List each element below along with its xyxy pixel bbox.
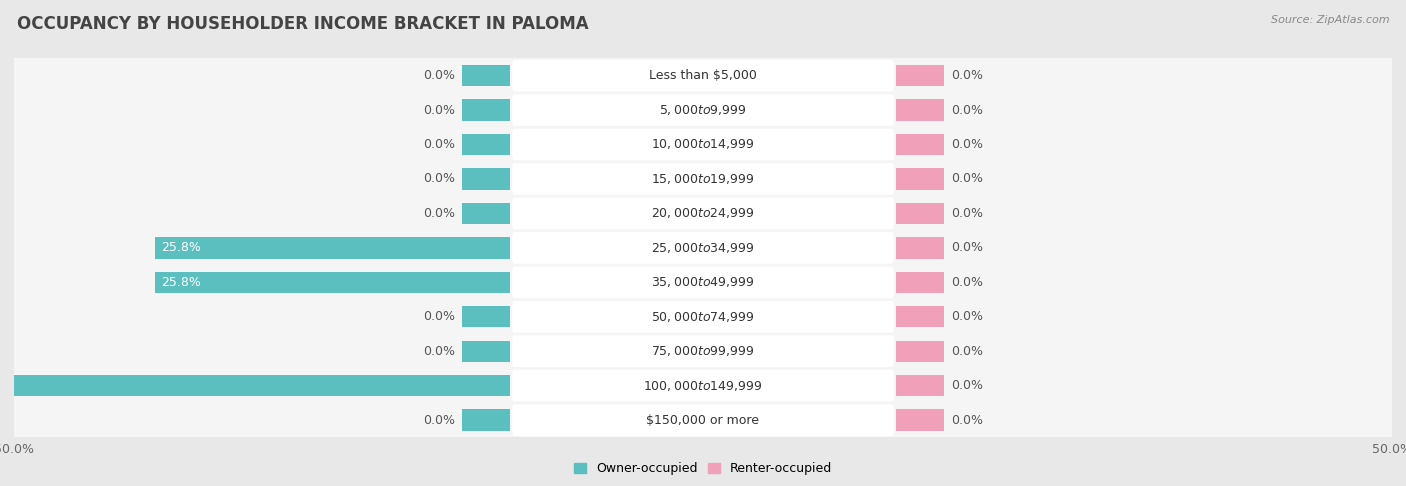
Text: 0.0%: 0.0%	[950, 345, 983, 358]
Bar	[461, 168, 510, 190]
Text: $150,000 or more: $150,000 or more	[647, 414, 759, 427]
Bar	[896, 341, 945, 362]
FancyBboxPatch shape	[10, 49, 1396, 102]
FancyBboxPatch shape	[512, 404, 894, 436]
Text: 0.0%: 0.0%	[950, 207, 983, 220]
Text: $100,000 to $149,999: $100,000 to $149,999	[644, 379, 762, 393]
Text: $20,000 to $24,999: $20,000 to $24,999	[651, 207, 755, 220]
Text: Less than $5,000: Less than $5,000	[650, 69, 756, 82]
FancyBboxPatch shape	[10, 359, 1396, 412]
Text: 25.8%: 25.8%	[162, 276, 201, 289]
Text: $75,000 to $99,999: $75,000 to $99,999	[651, 344, 755, 358]
FancyBboxPatch shape	[10, 153, 1396, 206]
FancyBboxPatch shape	[512, 163, 894, 195]
Legend: Owner-occupied, Renter-occupied: Owner-occupied, Renter-occupied	[568, 457, 838, 481]
Bar	[896, 65, 945, 86]
Bar	[461, 99, 510, 121]
FancyBboxPatch shape	[512, 60, 894, 91]
Text: 0.0%: 0.0%	[950, 242, 983, 254]
Text: 0.0%: 0.0%	[950, 379, 983, 392]
Text: $10,000 to $14,999: $10,000 to $14,999	[651, 138, 755, 152]
FancyBboxPatch shape	[512, 197, 894, 229]
Bar	[896, 272, 945, 293]
Bar	[896, 375, 945, 397]
Text: OCCUPANCY BY HOUSEHOLDER INCOME BRACKET IN PALOMA: OCCUPANCY BY HOUSEHOLDER INCOME BRACKET …	[17, 15, 589, 33]
Text: 0.0%: 0.0%	[950, 69, 983, 82]
Bar	[461, 134, 510, 155]
FancyBboxPatch shape	[10, 290, 1396, 343]
Text: 0.0%: 0.0%	[423, 104, 456, 117]
Text: $35,000 to $49,999: $35,000 to $49,999	[651, 276, 755, 289]
Text: 0.0%: 0.0%	[950, 310, 983, 323]
Bar	[0, 375, 510, 397]
Text: 0.0%: 0.0%	[423, 173, 456, 186]
Text: $25,000 to $34,999: $25,000 to $34,999	[651, 241, 755, 255]
Text: 0.0%: 0.0%	[423, 310, 456, 323]
FancyBboxPatch shape	[512, 370, 894, 401]
Bar	[461, 341, 510, 362]
FancyBboxPatch shape	[10, 84, 1396, 137]
Text: $50,000 to $74,999: $50,000 to $74,999	[651, 310, 755, 324]
FancyBboxPatch shape	[512, 266, 894, 298]
Text: 0.0%: 0.0%	[950, 276, 983, 289]
Bar	[896, 203, 945, 224]
Bar	[896, 134, 945, 155]
Bar	[461, 410, 510, 431]
FancyBboxPatch shape	[10, 118, 1396, 171]
FancyBboxPatch shape	[512, 232, 894, 264]
Text: 0.0%: 0.0%	[950, 173, 983, 186]
FancyBboxPatch shape	[10, 325, 1396, 378]
Text: 0.0%: 0.0%	[423, 414, 456, 427]
Bar	[896, 237, 945, 259]
Text: $5,000 to $9,999: $5,000 to $9,999	[659, 103, 747, 117]
FancyBboxPatch shape	[10, 394, 1396, 447]
FancyBboxPatch shape	[512, 335, 894, 367]
Text: 0.0%: 0.0%	[950, 104, 983, 117]
Text: 0.0%: 0.0%	[423, 207, 456, 220]
FancyBboxPatch shape	[10, 256, 1396, 309]
Text: Source: ZipAtlas.com: Source: ZipAtlas.com	[1271, 15, 1389, 25]
Bar	[461, 65, 510, 86]
Bar	[896, 306, 945, 328]
Bar	[896, 410, 945, 431]
FancyBboxPatch shape	[512, 129, 894, 160]
Bar	[155, 272, 510, 293]
Bar	[155, 237, 510, 259]
Text: 0.0%: 0.0%	[423, 69, 456, 82]
FancyBboxPatch shape	[512, 301, 894, 332]
FancyBboxPatch shape	[512, 94, 894, 126]
Bar	[461, 306, 510, 328]
FancyBboxPatch shape	[10, 187, 1396, 240]
Bar	[461, 203, 510, 224]
Text: 0.0%: 0.0%	[423, 345, 456, 358]
Text: $15,000 to $19,999: $15,000 to $19,999	[651, 172, 755, 186]
Text: 0.0%: 0.0%	[950, 138, 983, 151]
Bar	[896, 99, 945, 121]
Text: 0.0%: 0.0%	[423, 138, 456, 151]
FancyBboxPatch shape	[10, 221, 1396, 275]
Bar	[896, 168, 945, 190]
Text: 25.8%: 25.8%	[162, 242, 201, 254]
Text: 0.0%: 0.0%	[950, 414, 983, 427]
